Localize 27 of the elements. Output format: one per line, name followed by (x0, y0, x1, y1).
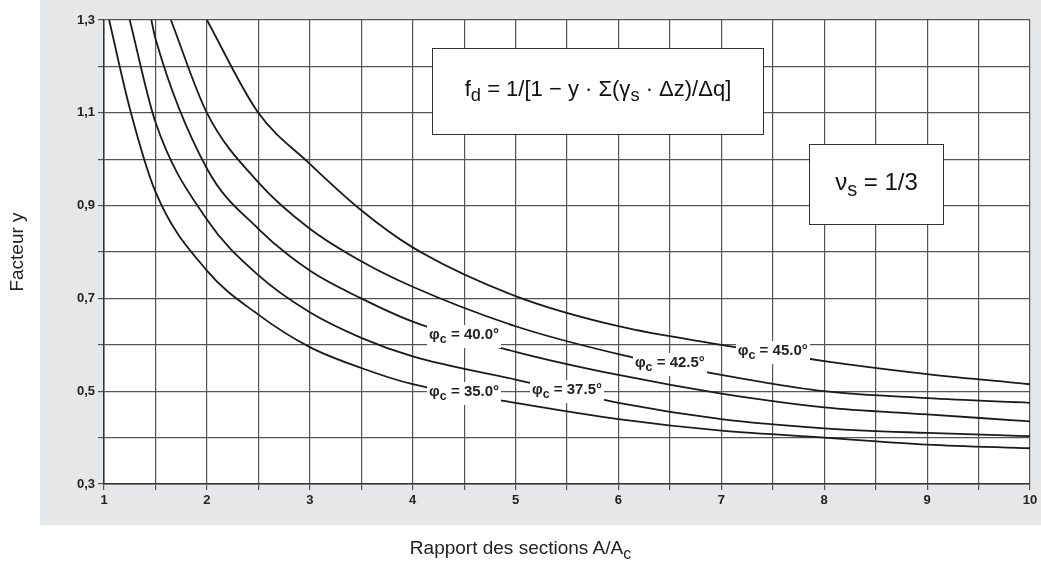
x-tick-label: 7 (717, 492, 725, 508)
x-tick-label: 3 (306, 492, 314, 508)
y-tick-label: 1,3 (76, 11, 95, 27)
y-tick-label: 0,7 (76, 289, 95, 305)
y-tick-label: 0,5 (76, 382, 95, 398)
formula-box: ν$_{s}$ = 1/3 (809, 144, 944, 225)
y-tick-label: 1,1 (76, 104, 95, 120)
annotation: f$_{d}$ = 1/[1 − y · Σ(γ$_{s}$ · Δz)/Δq] (464, 76, 732, 107)
formula-box: f$_{d}$ = 1/[1 − y · Σ(γ$_{s}$ · Δz)/Δq] (432, 48, 764, 135)
series-label: φ$_{c}$ = 40.0° (427, 325, 502, 349)
x-tick-label: 8 (820, 492, 828, 508)
series-label: φ$_{c}$ = 42.5° (632, 353, 707, 377)
series-label: φ$_{c}$ = 35.0° (427, 382, 502, 406)
x-axis-title: Rapport des sections A/A$_{c}$ (408, 537, 633, 562)
x-tick-label: 6 (614, 492, 623, 508)
x-tick-label: 10 (1022, 492, 1038, 508)
x-tick-label: 2 (203, 492, 211, 508)
x-tick-label: 4 (409, 492, 418, 508)
series-label: φ$_{c}$ = 37.5° (530, 379, 604, 403)
annotation: ν$_{s}$ = 1/3 (835, 168, 918, 201)
series-label: φ$_{c}$ = 45.0° (735, 341, 810, 365)
y-axis-title: Facteur y (5, 211, 27, 292)
y-tick-label: 0,3 (76, 475, 95, 491)
x-tick-label: 9 (923, 492, 931, 508)
x-tick-label: 5 (511, 492, 520, 508)
x-tick-label: 1 (100, 492, 108, 508)
y-tick-label: 0,9 (76, 197, 95, 213)
